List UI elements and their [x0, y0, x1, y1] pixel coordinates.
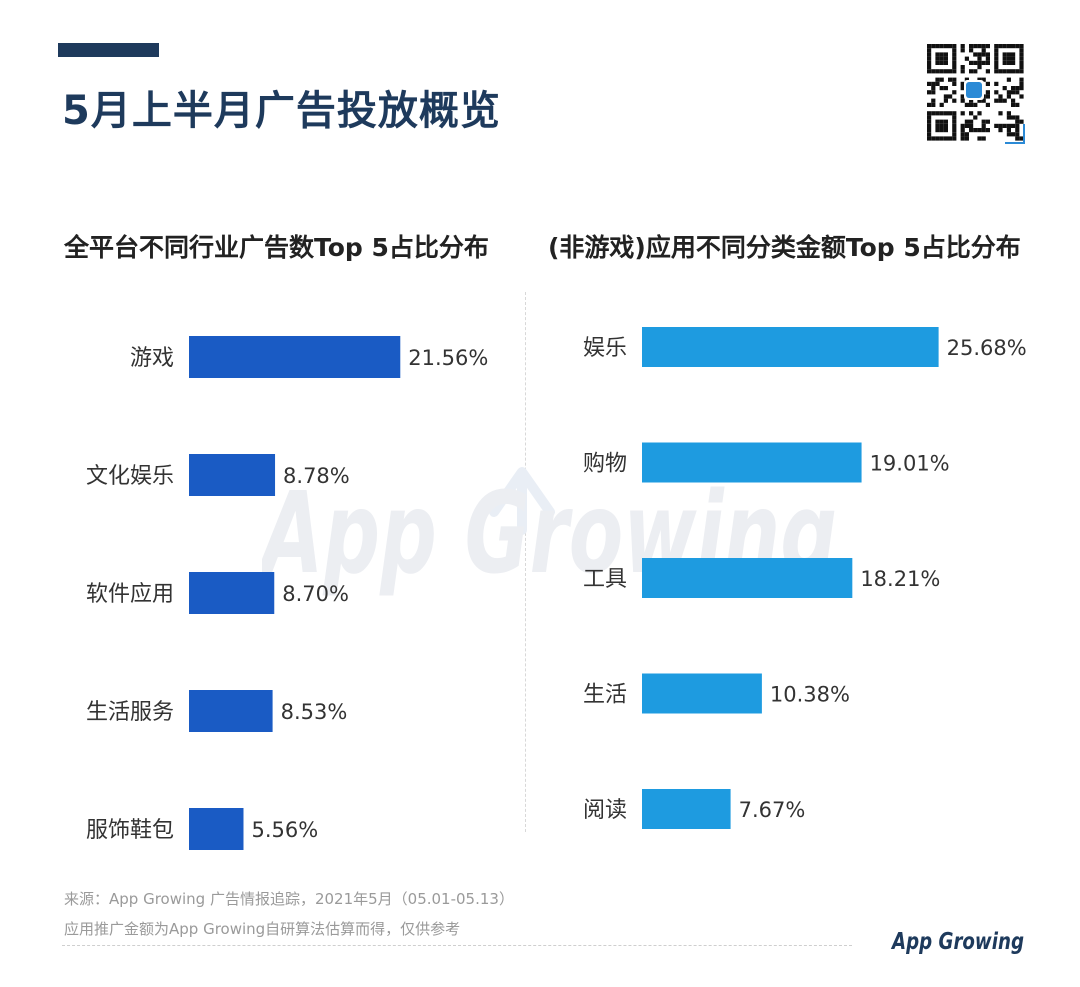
bar — [189, 808, 244, 850]
chart-divider — [525, 292, 526, 832]
category-label: 工具 — [583, 567, 627, 592]
bar — [189, 454, 276, 496]
value-label: 10.38% — [770, 683, 850, 707]
bar — [189, 336, 401, 378]
value-label: 7.67% — [739, 798, 806, 822]
value-label: 8.70% — [282, 582, 349, 606]
page-title: 5月上半月广告投放概览 — [62, 88, 501, 134]
qr-code — [927, 44, 1025, 144]
source-note: 来源：App Growing 广告情报追踪，2021年5月（05.01-05.1… — [64, 890, 514, 908]
value-label: 8.78% — [283, 464, 350, 488]
category-label: 服饰鞋包 — [86, 818, 174, 843]
estimate-note: 应用推广金额为App Growing自研算法估算而得，仅供参考 — [64, 920, 461, 938]
value-label: 5.56% — [251, 818, 318, 842]
title-accent-bar — [58, 43, 159, 57]
watermark-arrow-icon — [489, 467, 555, 535]
bar — [189, 690, 273, 732]
value-label: 18.21% — [860, 567, 940, 591]
category-label: 文化娱乐 — [86, 464, 174, 489]
footer-rule — [62, 945, 852, 946]
bar — [642, 673, 762, 714]
value-label: 8.53% — [281, 700, 348, 724]
bar — [642, 327, 939, 367]
value-label: 21.56% — [408, 346, 488, 370]
left-bar-chart: 游戏 21.56% 文化娱乐 8.78% 软件应用 8.70% 生活服务 8.53% 服饰鞋包 5… — [86, 336, 488, 850]
category-label: 购物 — [583, 452, 627, 477]
logo-text: App Growing — [890, 929, 1024, 955]
category-label: 生活服务 — [86, 700, 174, 725]
category-label: 娱乐 — [583, 336, 627, 361]
category-label: 软件应用 — [86, 582, 174, 607]
category-label: 游戏 — [130, 346, 174, 371]
qr-logo-icon — [966, 82, 982, 98]
bar — [642, 558, 853, 598]
app-growing-logo: App Growing — [890, 929, 1024, 955]
value-label: 25.68% — [947, 336, 1027, 360]
category-label: 阅读 — [583, 798, 627, 823]
right-bar-chart: 娱乐 25.68% 购物 19.01% 工具 18.21% 生活 10.38% 阅读 7.67% — [583, 327, 1027, 829]
bar — [642, 442, 862, 483]
bar — [642, 789, 731, 829]
left-chart-title: 全平台不同行业广告数Top 5占比分布 — [64, 233, 489, 262]
bar — [189, 572, 275, 614]
right-chart-title: (非游戏)应用不同分类金额Top 5占比分布 — [548, 233, 1021, 262]
value-label: 19.01% — [870, 452, 950, 476]
category-label: 生活 — [583, 683, 627, 708]
